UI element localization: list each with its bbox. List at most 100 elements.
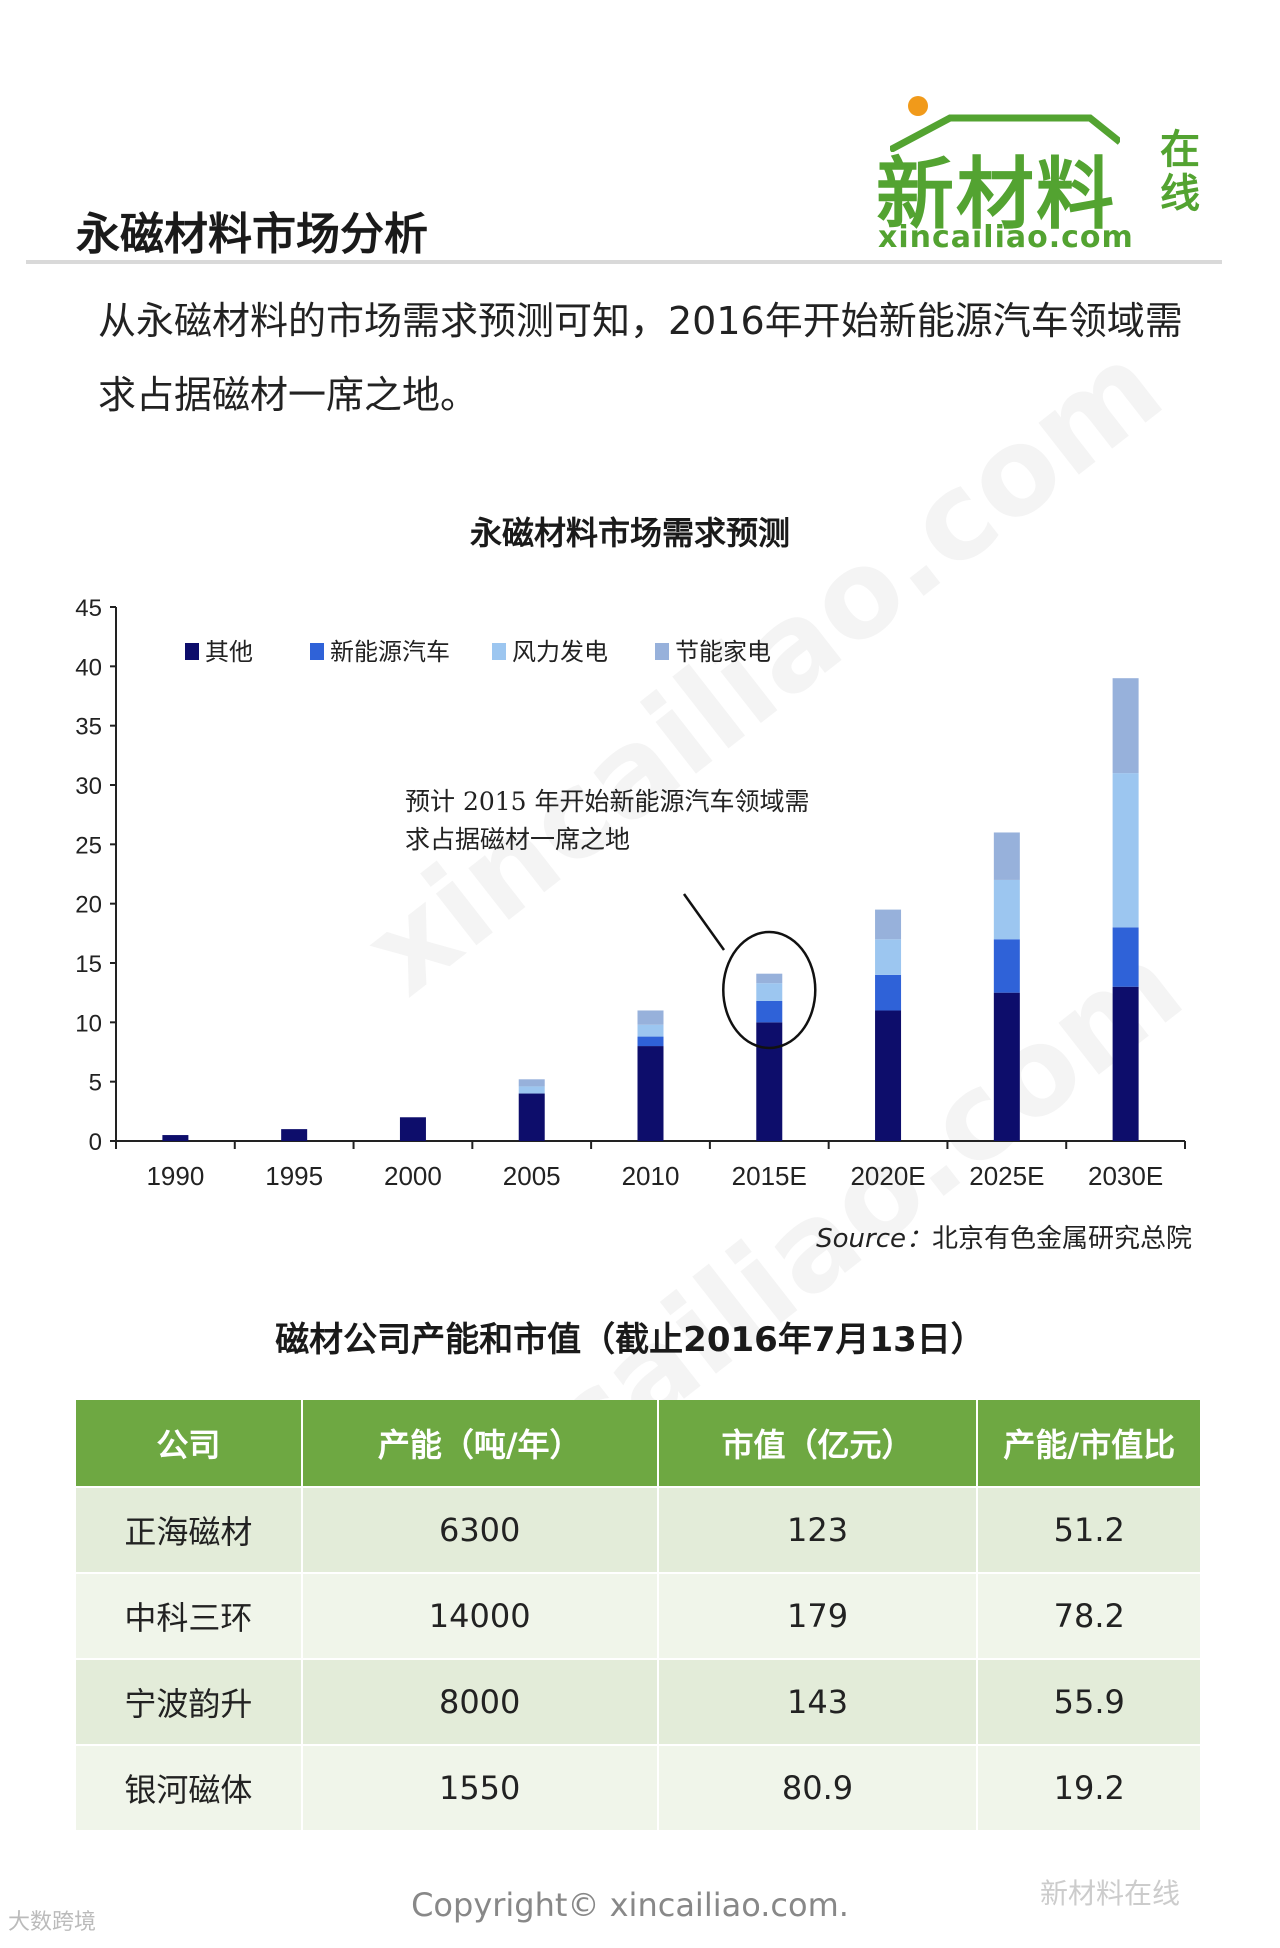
bar-segment bbox=[518, 1093, 545, 1141]
legend-label: 新能源汽车 bbox=[330, 638, 450, 666]
legend-label: 节能家电 bbox=[675, 638, 771, 666]
company-capacity-table: 公司 产能（吨/年） 市值（亿元） 产能/市值比 正海磁材 6300 123 5… bbox=[76, 1400, 1200, 1830]
cell-ratio: 19.2 bbox=[977, 1744, 1200, 1830]
bar-segment bbox=[1112, 986, 1139, 1141]
y-tick-label: 0 bbox=[89, 1129, 102, 1156]
bar-segment bbox=[993, 992, 1020, 1141]
cell-ratio: 51.2 bbox=[977, 1486, 1200, 1573]
bar-segment bbox=[756, 983, 783, 1001]
bar-segment bbox=[399, 1117, 426, 1141]
y-tick-label: 20 bbox=[75, 892, 102, 919]
intro-text: 从永磁材料的市场需求预测可知，2016年开始新能源汽车领域需求占据磁材一席之地。 bbox=[98, 299, 1183, 417]
bar-segment bbox=[518, 1079, 545, 1087]
cell-capacity: 6300 bbox=[301, 1486, 659, 1573]
bar-segment bbox=[637, 1036, 664, 1047]
brand-logo: 新材料 在线 xincailiao.com bbox=[860, 92, 1220, 262]
header-company: 公司 bbox=[76, 1400, 303, 1487]
table-row: 正海磁材 6300 123 51.2 bbox=[76, 1486, 1200, 1573]
x-tick-label: 2015E bbox=[732, 1161, 807, 1191]
sun-icon bbox=[908, 96, 928, 116]
cell-capacity: 14000 bbox=[301, 1572, 659, 1659]
bar-segment bbox=[162, 1135, 189, 1141]
y-tick-label: 45 bbox=[75, 595, 102, 622]
header-capacity: 产能（吨/年） bbox=[301, 1400, 659, 1487]
cell-market-value: 143 bbox=[657, 1658, 979, 1745]
cell-market-value: 179 bbox=[657, 1572, 979, 1659]
table-title: 磁材公司产能和市值（截止2016年7月13日） bbox=[275, 1320, 985, 1360]
annotation-text: 预计 2015 年开始新能源汽车领域需 bbox=[405, 787, 810, 816]
y-tick-label: 40 bbox=[75, 654, 102, 681]
annotation-circle bbox=[722, 930, 817, 1050]
stacked-bar-chart: 0 5 10 15 20 25 30 35 40 45 1990 1995 2000 2005 2010 20… bbox=[75, 595, 1186, 1191]
header-ratio: 产能/市值比 bbox=[977, 1400, 1200, 1487]
chart-source: Source：北京有色金属研究总院 bbox=[816, 1218, 1192, 1255]
table-header-row: 公司 产能（吨/年） 市值（亿元） 产能/市值比 bbox=[76, 1400, 1200, 1487]
cell-company: 正海磁材 bbox=[76, 1486, 303, 1573]
brand-name: 新材料 bbox=[876, 150, 1117, 240]
table-row: 中科三环 14000 179 78.2 bbox=[76, 1572, 1200, 1659]
bar-segment bbox=[875, 939, 902, 975]
x-tick-label: 2000 bbox=[384, 1161, 442, 1191]
legend-swatch bbox=[655, 643, 669, 660]
bar-segment bbox=[1112, 678, 1139, 774]
corner-badge: 大数跨境 bbox=[8, 1910, 97, 1935]
house-roof-icon bbox=[890, 114, 1120, 152]
bar-segment bbox=[518, 1086, 545, 1094]
annotation-pointer bbox=[682, 893, 726, 951]
bar-segment bbox=[637, 1046, 664, 1141]
y-tick-label: 25 bbox=[75, 832, 102, 859]
table-row: 银河磁体 1550 80.9 19.2 bbox=[76, 1744, 1200, 1830]
cell-company: 宁波韵升 bbox=[76, 1658, 303, 1745]
page-title: 永磁材料市场分析 bbox=[76, 209, 428, 260]
title-divider bbox=[26, 260, 1222, 264]
brand-domain: xincailiao.com bbox=[878, 220, 1134, 255]
chart-title: 永磁材料市场需求预测 bbox=[469, 514, 790, 552]
footer-tag: 新材料在线 bbox=[1040, 1877, 1181, 1910]
source-label: Source： bbox=[816, 1224, 932, 1254]
y-tick-label: 35 bbox=[75, 714, 102, 741]
x-tick-label: 1990 bbox=[146, 1161, 204, 1191]
x-tick-label: 2025E bbox=[969, 1161, 1044, 1191]
x-tick-label: 1995 bbox=[265, 1161, 323, 1191]
table-row: 宁波韵升 8000 143 55.9 bbox=[76, 1658, 1200, 1745]
bar-segment bbox=[875, 974, 902, 1011]
bar-segment bbox=[993, 879, 1020, 940]
bar-segment bbox=[993, 832, 1020, 880]
cell-ratio: 55.9 bbox=[977, 1658, 1200, 1745]
bar-segment bbox=[875, 1010, 902, 1141]
cell-ratio: 78.2 bbox=[977, 1572, 1200, 1659]
source-text: 北京有色金属研究总院 bbox=[931, 1224, 1192, 1254]
x-tick-label: 2005 bbox=[503, 1161, 561, 1191]
legend-label: 风力发电 bbox=[512, 638, 608, 666]
legend-label: 其他 bbox=[205, 638, 253, 666]
header-market-value: 市值（亿元） bbox=[657, 1400, 979, 1487]
legend-swatch bbox=[492, 643, 506, 660]
bar-segment bbox=[993, 939, 1020, 993]
bar-segment bbox=[756, 973, 783, 984]
cell-company: 中科三环 bbox=[76, 1572, 303, 1659]
brand-suffix: 在线 bbox=[1160, 127, 1200, 217]
copyright-footer: Copyright© xincailiao.com. bbox=[411, 1886, 849, 1924]
annotation-text: 求占据磁材一席之地 bbox=[405, 825, 630, 854]
x-tick-label: 2020E bbox=[850, 1161, 925, 1191]
bar-segment bbox=[1112, 773, 1139, 928]
cell-capacity: 8000 bbox=[301, 1658, 659, 1745]
cell-capacity: 1550 bbox=[301, 1744, 659, 1830]
x-tick-label: 2030E bbox=[1088, 1161, 1163, 1191]
bar-segment bbox=[1112, 927, 1139, 987]
cell-market-value: 123 bbox=[657, 1486, 979, 1573]
bar-segment bbox=[756, 1022, 783, 1141]
x-tick-label: 2010 bbox=[622, 1161, 680, 1191]
y-tick-label: 5 bbox=[89, 1070, 102, 1097]
cell-company: 银河磁体 bbox=[76, 1744, 303, 1830]
legend-swatch bbox=[310, 643, 324, 660]
bar-segment bbox=[756, 1000, 783, 1023]
y-tick-label: 15 bbox=[75, 951, 102, 978]
bar-segment bbox=[875, 909, 902, 940]
legend-swatch bbox=[185, 643, 199, 660]
y-tick-label: 10 bbox=[75, 1010, 102, 1037]
bar-segment bbox=[637, 1010, 664, 1025]
y-tick-label: 30 bbox=[75, 773, 102, 800]
bar-segment bbox=[281, 1129, 308, 1141]
cell-market-value: 80.9 bbox=[657, 1744, 979, 1830]
